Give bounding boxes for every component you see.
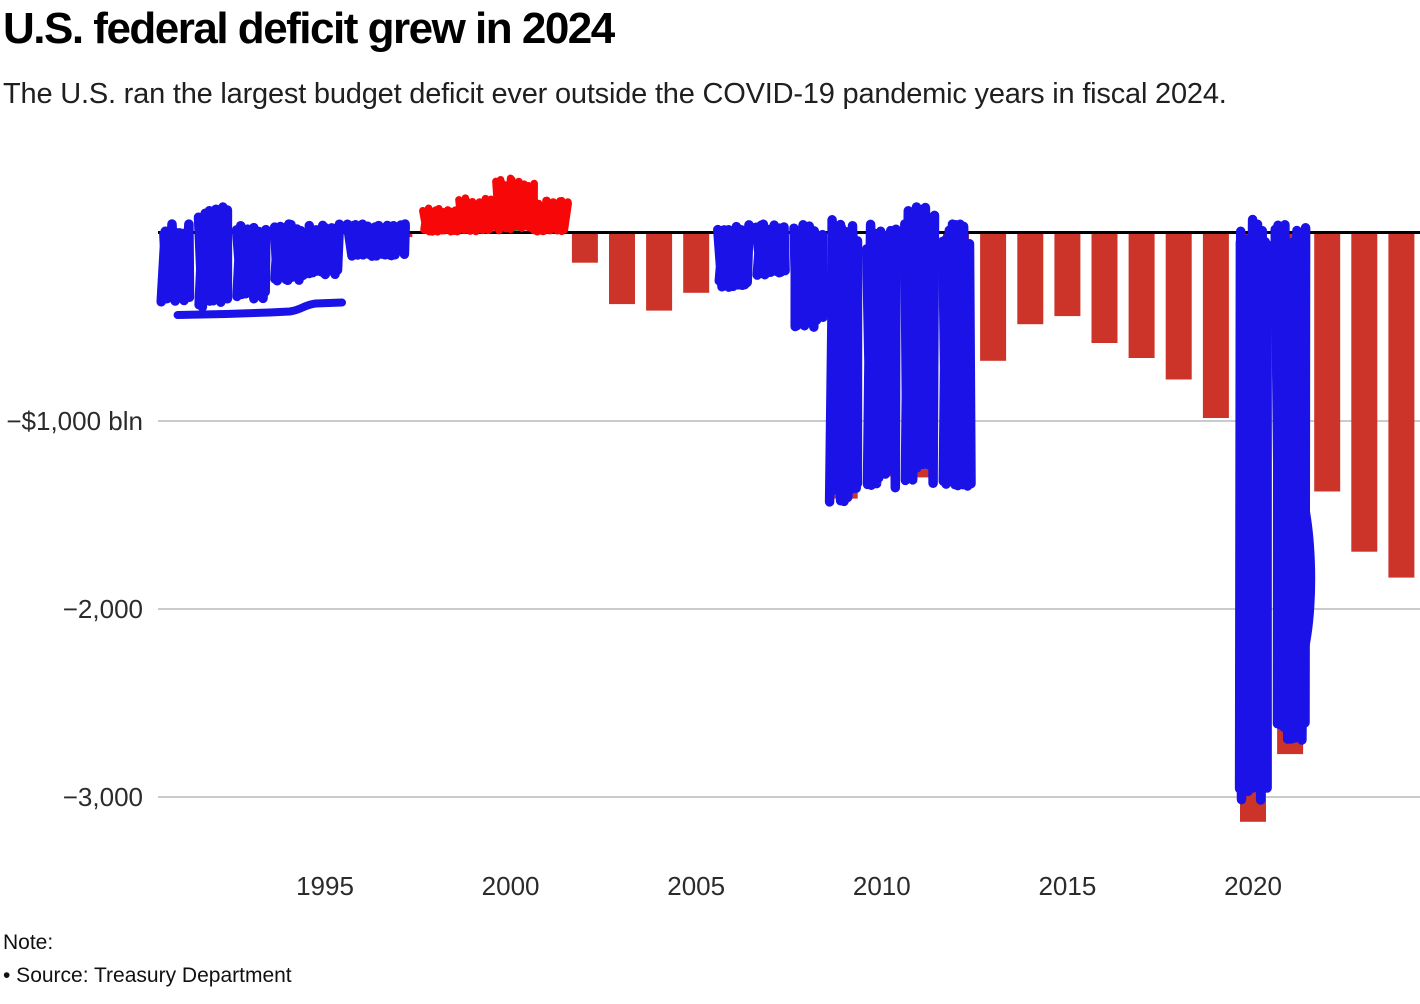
blue-marker-scribble-1991 [156,219,195,307]
x-tick-label: 2015 [1038,871,1096,901]
deficit-bar-2016 [1091,233,1118,343]
deficit-bar-2019 [1202,233,1229,418]
blue-marker-scribble-2010 [861,219,901,493]
deficit-bar-2015 [1054,233,1081,317]
y-tick-label: −$1,000 bln [6,406,143,436]
blue-marker-scribble-2006 [713,220,754,292]
deficit-bar-2022 [1314,233,1341,492]
deficit-bar-2004 [646,233,673,311]
blue-marker-loop-2021 [1288,474,1316,664]
blue-marker-scribble-2020 [1234,214,1272,805]
blue-marker-scribble-2008 [789,220,828,332]
chart-subtitle: The U.S. ran the largest budget deficit … [3,78,1227,110]
blue-marker-scribble-2012 [938,219,976,491]
blue-marker-scribble-2009 [824,215,863,507]
red-marker-scribble-2001 [530,196,572,236]
deficit-bar-2003 [609,233,635,305]
note-label: Note: [3,931,54,954]
red-marker-scribble-2000 [491,174,538,235]
blue-marker-scribble-1993 [231,220,271,304]
x-tick-label: 2020 [1224,871,1282,901]
deficit-bar-2017 [1128,233,1155,358]
x-tick-label: 2005 [667,871,725,901]
x-tick-label: 1995 [296,871,354,901]
blue-marker-scribble-2011 [900,202,940,489]
x-tick-label: 2010 [853,871,911,901]
red-marker-scribble-1999 [455,194,496,236]
deficit-bar-2002 [571,233,598,263]
red-marker-scribble-1998 [419,204,463,236]
deficit-bar-2013 [980,233,1007,361]
blue-marker-scribble-2007 [751,219,790,280]
y-tick-label: −2,000 [63,594,143,624]
deficit-bar-2023 [1351,233,1378,552]
blue-marker-scribble-2021 [1270,220,1311,745]
blue-marker-scribble-1996 [342,219,410,261]
deficit-bar-2005 [683,233,710,293]
blue-marker-scribble-1994 [269,219,308,286]
y-tick-label: −3,000 [63,782,143,812]
blue-marker-scribble-1992 [193,202,233,312]
x-tick-label: 2000 [482,871,540,901]
deficit-bar-2024 [1388,233,1415,578]
deficit-bar-2014 [1017,233,1044,325]
source-line: • Source: Treasury Department [3,964,292,987]
chart-footer: Note: • Source: Treasury Department [3,926,292,992]
zero-line [158,231,1420,234]
blue-marker-scribble-1995 [304,219,345,280]
blue-marker-underline [173,298,347,319]
deficit-bar-2018 [1165,233,1192,380]
chart-title: U.S. federal deficit grew in 2024 [3,4,615,53]
